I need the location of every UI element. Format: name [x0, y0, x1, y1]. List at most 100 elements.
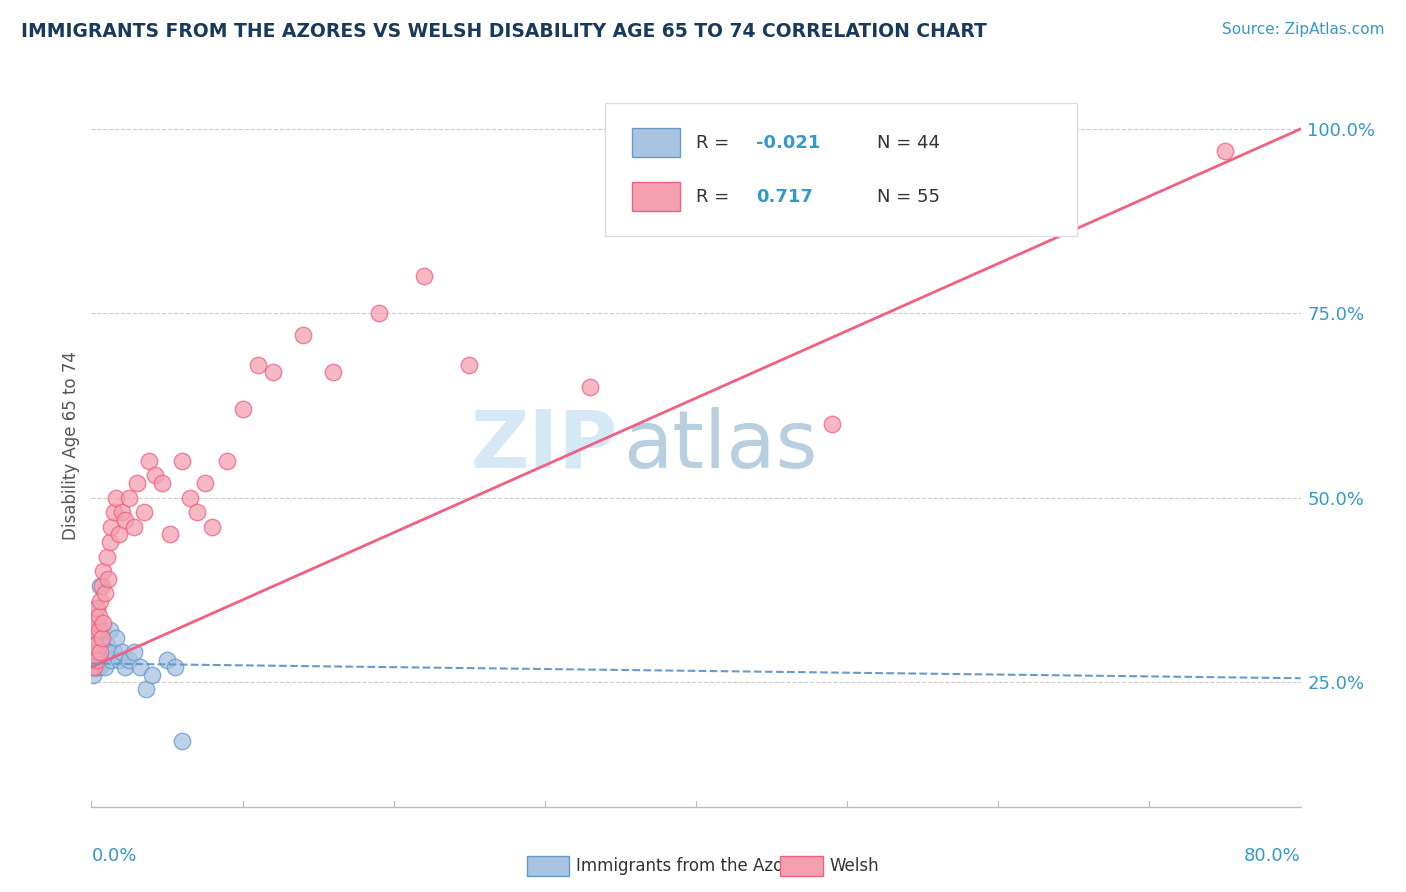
Point: [87, 624, 110, 638]
Point: [87, 653, 110, 667]
Point: [179, 491, 201, 505]
Point: [262, 365, 284, 379]
Point: [111, 645, 132, 659]
Point: [83, 660, 105, 674]
Point: [413, 269, 436, 284]
Point: [128, 660, 150, 674]
Point: [87, 638, 110, 652]
Y-axis label: Disability Age 65 to 74: Disability Age 65 to 74: [62, 351, 80, 541]
Point: [82, 645, 104, 659]
Point: [84, 615, 107, 630]
Point: [322, 365, 344, 379]
Point: [93, 653, 115, 667]
Text: Welsh: Welsh: [830, 857, 879, 875]
Point: [82, 660, 104, 674]
Point: [118, 491, 141, 505]
Point: [83, 660, 105, 674]
Point: [83, 638, 105, 652]
Point: [194, 475, 217, 490]
Point: [118, 653, 141, 667]
Text: R =: R =: [696, 134, 735, 152]
Point: [89, 645, 111, 659]
Point: [93, 615, 115, 630]
Point: [152, 475, 174, 490]
Point: [86, 660, 108, 674]
Point: [89, 594, 111, 608]
Point: [84, 660, 107, 674]
Point: [96, 638, 118, 652]
Point: [186, 505, 208, 519]
Point: [91, 579, 114, 593]
Point: [125, 475, 148, 490]
Point: [83, 631, 105, 645]
Text: -0.021: -0.021: [756, 134, 821, 152]
Point: [143, 468, 166, 483]
Point: [87, 608, 110, 623]
Point: [91, 624, 114, 638]
Bar: [631, 182, 681, 211]
Point: [82, 653, 104, 667]
Point: [97, 572, 120, 586]
Point: [89, 660, 111, 674]
Text: Immigrants from the Azores: Immigrants from the Azores: [576, 857, 810, 875]
Point: [138, 454, 160, 468]
Point: [80, 660, 103, 674]
Point: [98, 534, 121, 549]
Point: [141, 667, 163, 681]
Point: [217, 454, 239, 468]
Point: [84, 601, 107, 615]
FancyBboxPatch shape: [605, 103, 1077, 236]
Point: [84, 653, 107, 667]
Point: [86, 631, 108, 645]
Bar: [631, 128, 681, 157]
Text: 80.0%: 80.0%: [1244, 847, 1301, 865]
Text: ZIP: ZIP: [470, 407, 617, 485]
Point: [82, 638, 104, 652]
Point: [163, 660, 186, 674]
Point: [82, 631, 104, 645]
Point: [122, 520, 145, 534]
Point: [86, 653, 108, 667]
Point: [458, 358, 481, 372]
Text: N = 44: N = 44: [877, 134, 941, 152]
Point: [114, 513, 136, 527]
Point: [93, 565, 115, 579]
Point: [246, 358, 269, 372]
Point: [292, 328, 315, 343]
Point: [172, 454, 194, 468]
Text: 0.0%: 0.0%: [91, 847, 136, 865]
Point: [91, 631, 114, 645]
Point: [1213, 144, 1236, 158]
Text: R =: R =: [696, 187, 741, 206]
Point: [91, 645, 114, 659]
Point: [231, 402, 253, 417]
Point: [104, 491, 127, 505]
Point: [201, 520, 224, 534]
Point: [579, 380, 602, 394]
Point: [89, 579, 111, 593]
Point: [83, 624, 105, 638]
Point: [94, 586, 117, 600]
Point: [97, 645, 120, 659]
Point: [82, 653, 104, 667]
Point: [100, 520, 122, 534]
Point: [111, 505, 132, 519]
Point: [156, 653, 179, 667]
Point: [86, 645, 108, 659]
Point: [159, 527, 181, 541]
Text: 0.717: 0.717: [756, 187, 813, 206]
Text: IMMIGRANTS FROM THE AZORES VS WELSH DISABILITY AGE 65 TO 74 CORRELATION CHART: IMMIGRANTS FROM THE AZORES VS WELSH DISA…: [21, 22, 987, 41]
Point: [100, 653, 122, 667]
Point: [103, 505, 125, 519]
Point: [114, 660, 136, 674]
Point: [96, 549, 118, 564]
Point: [82, 667, 104, 681]
Point: [94, 660, 117, 674]
Point: [84, 638, 107, 652]
Point: [83, 645, 105, 659]
Point: [103, 645, 125, 659]
Point: [98, 624, 121, 638]
Point: [84, 615, 107, 630]
Text: atlas: atlas: [623, 407, 818, 485]
Text: Source: ZipAtlas.com: Source: ZipAtlas.com: [1222, 22, 1385, 37]
